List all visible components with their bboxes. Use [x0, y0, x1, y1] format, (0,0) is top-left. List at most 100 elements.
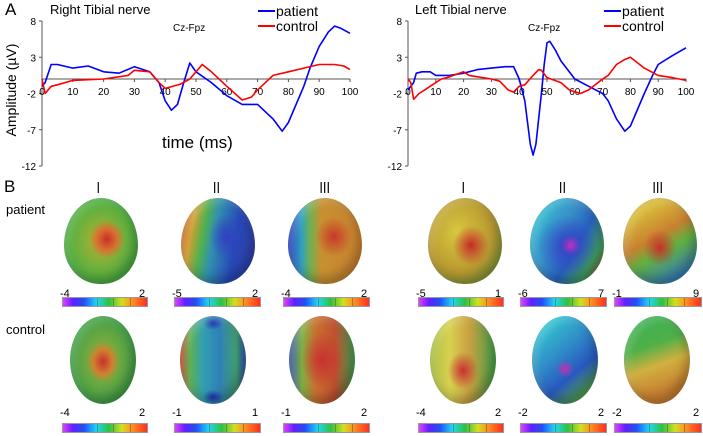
colorbar-divider	[335, 424, 336, 432]
x-tick-label: 100	[342, 87, 359, 98]
colorbar-max-label: 7	[598, 288, 605, 300]
colorbar-divider	[538, 424, 539, 432]
topomap-patient-right-II	[181, 198, 255, 284]
colorbar-control-1	[174, 423, 261, 433]
topomap-control-left-III	[624, 316, 690, 404]
x-tick-label: 30	[129, 87, 141, 98]
y-tick-label: -7	[27, 126, 36, 137]
column-label: I	[96, 180, 101, 197]
colorbar-divider	[649, 424, 651, 432]
colorbar-divider	[79, 298, 81, 306]
colorbar-control-4	[520, 423, 607, 433]
colorbar-divider	[226, 424, 227, 432]
colorbar-divider	[666, 298, 668, 306]
chart-title: Right Tibial nerve	[50, 2, 150, 17]
colorbar-control-0	[62, 423, 148, 433]
legend-label-control: control	[622, 18, 664, 34]
x-tick-label: 40	[160, 87, 172, 98]
colorbar-divider	[538, 298, 539, 306]
x-tick-label: 40	[514, 87, 526, 98]
colorbar-max-label: 2	[693, 407, 700, 419]
x-tick-label: 30	[486, 87, 498, 98]
colorbar-divider	[435, 298, 437, 306]
x-tick-label: 10	[430, 87, 442, 98]
colorbar-divider	[318, 424, 319, 432]
colorbar-patient-2	[283, 297, 370, 307]
colorbar-divider	[683, 424, 685, 432]
y-tick-label: -2	[27, 90, 36, 101]
colorbar-min-label: -2	[518, 407, 528, 419]
colorbar-max-label: 2	[361, 407, 368, 419]
colorbar-max-label: 2	[361, 288, 368, 300]
y-tick-label: 8	[396, 17, 402, 28]
colorbar-max-label: 1	[252, 407, 259, 419]
y-tick-label: 8	[30, 17, 36, 28]
colorbar-patient-4	[520, 297, 607, 307]
colorbar-divider	[452, 424, 454, 432]
y-tick-label: -12	[22, 162, 37, 173]
colorbar-min-label: -1	[612, 288, 622, 300]
x-tick-label: 0	[405, 87, 411, 98]
topomap-patient-left-II	[530, 198, 604, 284]
colorbar-max-label: 2	[495, 407, 502, 419]
colorbar-min-label: -5	[416, 288, 426, 300]
colorbar-min-label: -5	[172, 288, 182, 300]
x-tick-label: 100	[678, 87, 695, 98]
colorbar-divider	[79, 424, 81, 432]
colorbar-divider	[555, 298, 556, 306]
topomap-patient-right-III	[288, 198, 362, 284]
legend-label-patient: patient	[622, 3, 664, 19]
colorbar-divider	[113, 298, 115, 306]
colorbar-max-label: 2	[139, 288, 146, 300]
colorbar-max-label: 9	[693, 288, 700, 300]
topomap-patient-left-I	[428, 198, 502, 284]
colorbar-divider	[226, 298, 227, 306]
colorbar-min-label: -4	[60, 407, 70, 419]
colorbar-patient-5	[614, 297, 702, 307]
x-tick-label: 0	[39, 87, 45, 98]
colorbar-min-label: -2	[612, 407, 622, 419]
colorbar-patient-3	[418, 297, 504, 307]
colorbar-divider	[486, 298, 488, 306]
legend-label-patient: patient	[276, 3, 318, 19]
series-line-control	[407, 56, 687, 101]
colorbar-divider	[113, 424, 115, 432]
row-label-control: control	[6, 322, 46, 337]
colorbar-divider	[335, 298, 336, 306]
colorbar-divider	[243, 424, 244, 432]
chart-title: Left Tibial nerve	[415, 2, 507, 17]
topomap-control-right-II	[180, 316, 246, 404]
series-line-patient	[41, 25, 351, 132]
colorbar-divider	[649, 298, 651, 306]
y-tick-label: -2	[393, 90, 402, 101]
colorbar-min-label: -1	[281, 407, 291, 419]
colorbar-divider	[555, 424, 556, 432]
y-tick-label: 3	[30, 53, 36, 64]
x-tick-label: 80	[283, 87, 295, 98]
colorbar-divider	[301, 298, 302, 306]
panel-label-a: A	[5, 0, 17, 19]
column-label: III	[319, 180, 331, 197]
y-tick-label: -7	[393, 126, 402, 137]
x-tick-label: 90	[314, 87, 326, 98]
colorbar-divider	[572, 424, 573, 432]
y-tick-label: -12	[388, 162, 403, 173]
legend-label-control: control	[276, 18, 318, 34]
series-line-control	[41, 63, 351, 101]
colorbar-min-label: -4	[416, 407, 426, 419]
colorbar-patient-0	[62, 297, 148, 307]
x-tick-label: 20	[458, 87, 470, 98]
topomap-control-right-I	[70, 316, 136, 404]
x-tick-label: 70	[252, 87, 264, 98]
x-tick-label: 90	[653, 87, 665, 98]
x-tick-label: 10	[67, 87, 79, 98]
x-axis-label: time (ms)	[162, 133, 233, 152]
colorbar-max-label: 1	[495, 288, 502, 300]
colorbar-patient-1	[174, 297, 261, 307]
colorbar-divider	[486, 424, 488, 432]
colorbar-divider	[632, 298, 634, 306]
montage-label: Cz-Fpz	[173, 23, 205, 34]
x-tick-label: 20	[98, 87, 110, 98]
colorbar-min-label: -4	[60, 288, 70, 300]
colorbar-divider	[632, 424, 634, 432]
